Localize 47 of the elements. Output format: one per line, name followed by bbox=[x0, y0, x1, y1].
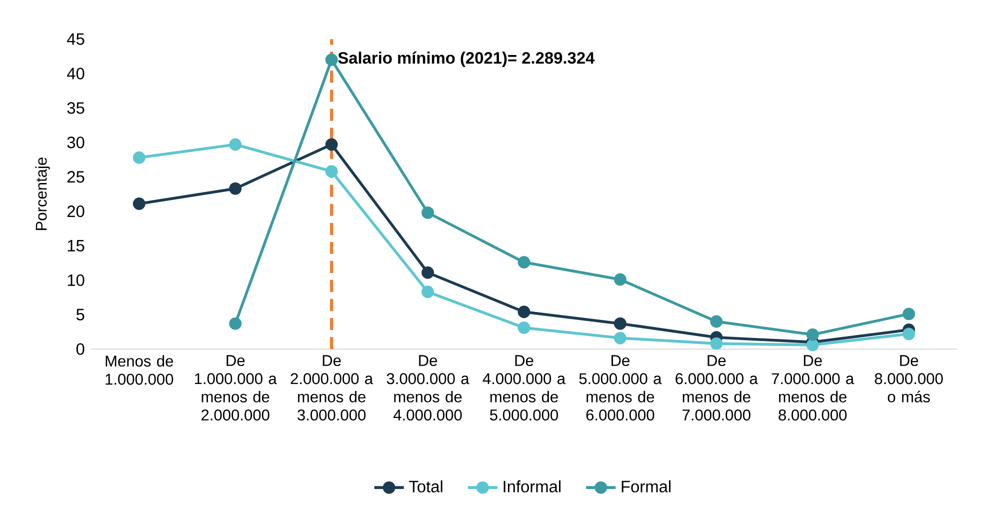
point bbox=[518, 306, 530, 318]
point bbox=[614, 332, 626, 344]
point bbox=[806, 328, 819, 341]
y-tick-label: 30 bbox=[67, 136, 84, 148]
point bbox=[229, 182, 242, 195]
point bbox=[229, 317, 242, 330]
point bbox=[614, 273, 626, 286]
point bbox=[229, 138, 242, 151]
point bbox=[902, 308, 916, 320]
point bbox=[325, 138, 338, 151]
point bbox=[518, 256, 530, 269]
point bbox=[518, 321, 530, 334]
y-tick-label: 35 bbox=[67, 102, 84, 114]
y-tick-label: 0 bbox=[76, 343, 84, 355]
x-tick-label: De 4.000.000 a menos de 5.000.000 bbox=[482, 355, 566, 421]
point bbox=[132, 198, 146, 210]
point bbox=[614, 317, 626, 330]
point bbox=[422, 266, 434, 279]
x-tick-label: De 5.000.000 a menos de 6.000.000 bbox=[579, 355, 662, 421]
x-tick-label: Menos de 1.000.000 bbox=[106, 355, 174, 385]
point bbox=[325, 165, 338, 178]
legend-label: Informal bbox=[504, 480, 560, 492]
y-tick-label: 40 bbox=[67, 68, 84, 80]
y-tick-label: 45 bbox=[67, 33, 84, 45]
point bbox=[710, 337, 723, 350]
point bbox=[710, 315, 723, 328]
ref-line-label: Salario mínimo (2021)= 2.289.324 bbox=[338, 52, 595, 68]
y-tick-label: 10 bbox=[68, 274, 84, 286]
y-tick-label: 20 bbox=[67, 206, 84, 218]
x-tick-label: De 8.000.000 o más bbox=[874, 355, 943, 402]
y-tick-label: 25 bbox=[67, 171, 84, 183]
y-tick-label: 15 bbox=[68, 240, 84, 252]
point bbox=[422, 206, 434, 219]
point bbox=[132, 151, 146, 164]
y-axis-title: Porcentaje bbox=[35, 158, 50, 230]
x-tick-label: De 3.000.000 a menos de 4.000.000 bbox=[386, 355, 470, 421]
x-tick-label: De 7.000.000 a menos de 8.000.000 bbox=[772, 355, 854, 421]
point bbox=[902, 328, 916, 340]
x-tick-label: De 6.000.000 a menos de 7.000.000 bbox=[676, 355, 758, 421]
legend-label: Total bbox=[409, 480, 442, 492]
x-tick-label: De 2.000.000 a menos de 3.000.000 bbox=[290, 355, 374, 421]
x-tick-label: De 1.000.000 a menos de 2.000.000 bbox=[195, 355, 277, 421]
y-tick-label: 5 bbox=[76, 308, 84, 320]
point bbox=[325, 54, 338, 66]
legend-label: Formal bbox=[622, 480, 670, 492]
point bbox=[806, 338, 819, 352]
point bbox=[422, 286, 434, 298]
